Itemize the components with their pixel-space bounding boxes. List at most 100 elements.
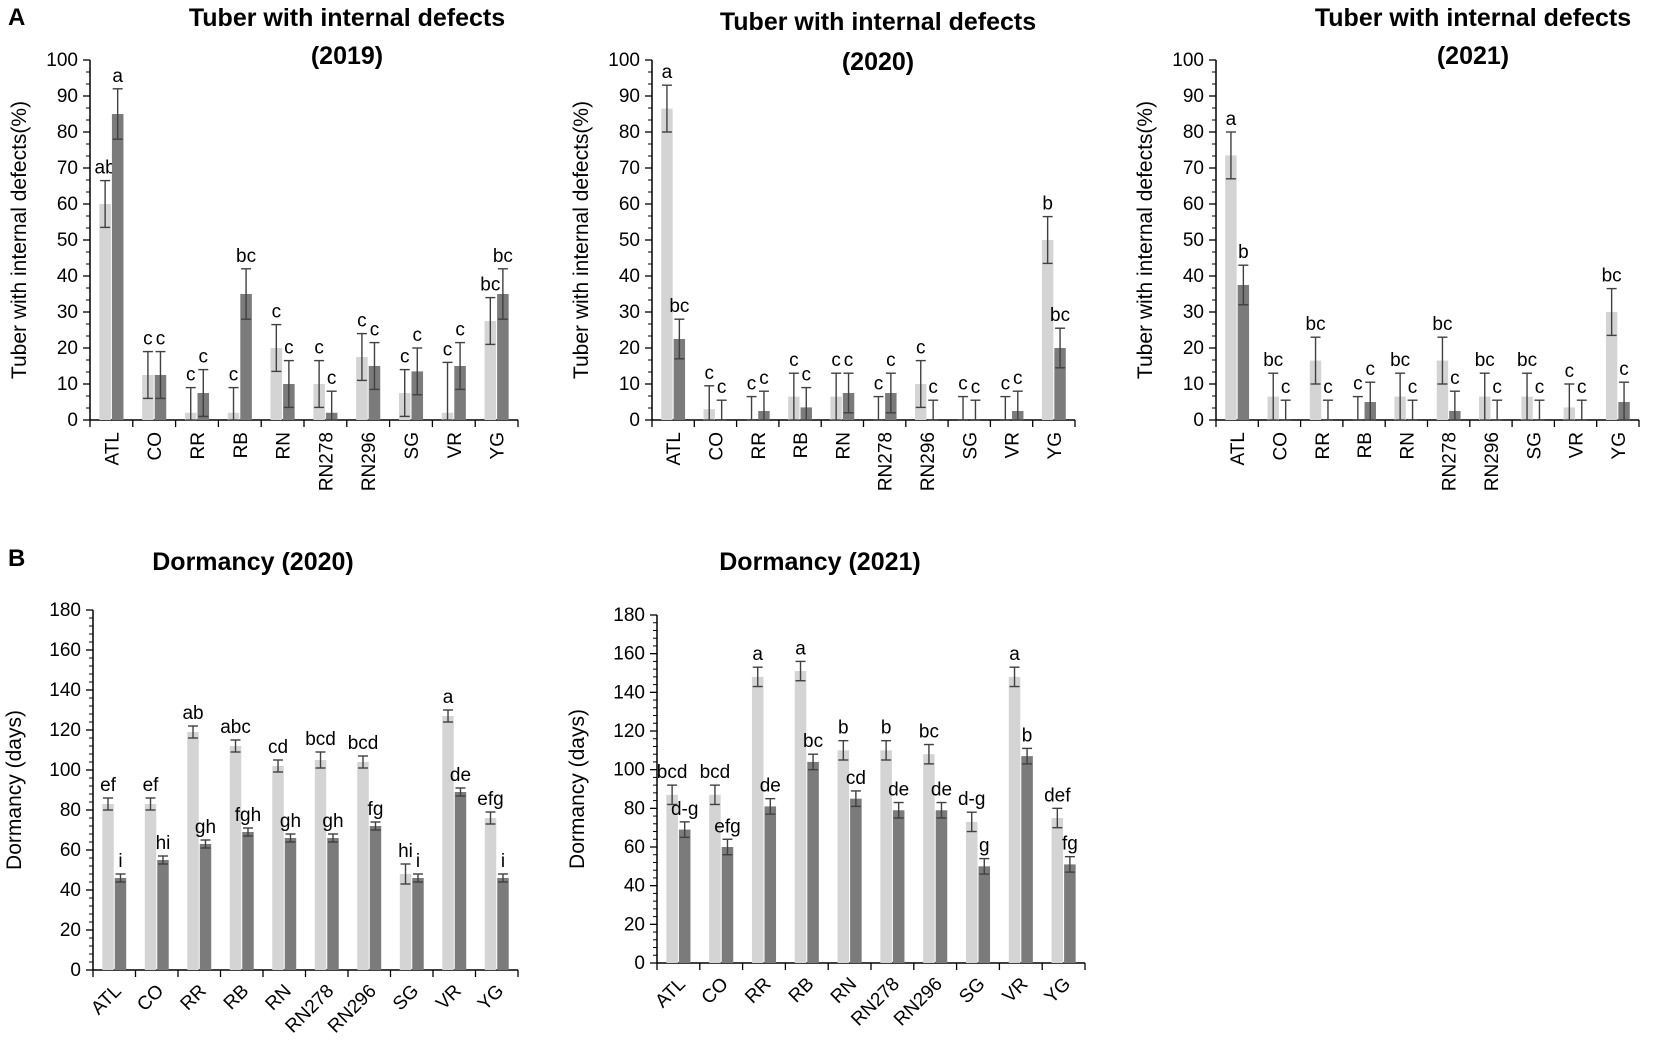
y-axis-label: Dormancy (days) <box>566 709 589 869</box>
significance-label: efg <box>714 816 740 837</box>
significance-label: c <box>1353 374 1363 395</box>
bar-series1 <box>270 348 283 420</box>
bar-series1 <box>356 357 368 420</box>
significance-label: c <box>327 368 337 389</box>
significance-label: a <box>1009 644 1020 665</box>
chart-title-line: Dormancy (2021) <box>719 548 920 576</box>
bar-series1 <box>357 762 369 970</box>
bar-series2 <box>412 878 424 970</box>
significance-label: bcd <box>700 762 731 783</box>
significance-label: a <box>752 644 763 665</box>
bar-series1 <box>1309 360 1322 420</box>
x-tick-label: CO <box>706 432 727 461</box>
bar-series2 <box>764 806 777 963</box>
bar-series1 <box>314 760 327 970</box>
y-tick-label: 20 <box>619 338 640 359</box>
significance-label: c <box>357 311 367 332</box>
bar-series2 <box>114 878 127 970</box>
significance-label: ef <box>143 775 160 796</box>
significance-label: gh <box>322 811 343 832</box>
x-tick-label: RN278 <box>876 432 897 491</box>
significance-label: ef <box>100 775 117 796</box>
y-tick-label: 70 <box>619 158 640 179</box>
bar-series1 <box>272 766 284 970</box>
bar-series2 <box>284 838 297 970</box>
significance-label: i <box>501 851 505 872</box>
significance-label: c <box>284 338 294 359</box>
bar-series1 <box>442 716 454 970</box>
significance-label: b <box>838 718 849 739</box>
y-tick-label: 20 <box>1183 338 1204 359</box>
significance-label: c <box>1450 368 1460 389</box>
y-tick-label: 140 <box>49 680 81 701</box>
bar-series1 <box>923 754 935 963</box>
bar-series1 <box>1605 312 1618 420</box>
significance-label: bc <box>480 275 500 296</box>
significance-label: c <box>802 365 812 386</box>
bar-series2 <box>497 878 509 970</box>
x-tick-label: ATL <box>102 432 123 465</box>
bar-series1 <box>661 108 673 420</box>
y-tick-label: 100 <box>49 760 81 781</box>
y-tick-label: 30 <box>1183 302 1204 323</box>
x-tick-label: RN296 <box>890 974 947 1031</box>
significance-label: c <box>443 339 453 360</box>
significance-label: bc <box>1263 350 1283 371</box>
x-tick-label: RN <box>833 432 854 459</box>
significance-label: c <box>874 374 884 395</box>
x-tick-label: VR <box>445 432 466 458</box>
y-tick-label: 80 <box>619 122 640 143</box>
significance-label: c <box>759 368 769 389</box>
x-tick-label: VR <box>999 974 1033 1008</box>
x-tick-label: RN296 <box>918 432 939 491</box>
significance-label: de <box>450 765 471 786</box>
chart-title-line: Tuber with internal defects <box>1315 4 1631 32</box>
y-tick-label: 100 <box>613 760 645 781</box>
x-tick-label: RN <box>262 981 296 1015</box>
y-tick-label: 40 <box>57 266 78 287</box>
significance-label: bc <box>1050 305 1070 326</box>
significance-label: c <box>789 350 799 371</box>
y-tick-label: 10 <box>57 374 78 395</box>
significance-label: a <box>662 62 673 83</box>
y-tick-label: 40 <box>1183 266 1204 287</box>
x-tick-label: YG <box>1041 974 1075 1008</box>
x-tick-label: SG <box>955 974 989 1008</box>
significance-label: gh <box>280 811 301 832</box>
bar-series1 <box>666 794 678 963</box>
y-tick-label: 160 <box>49 640 81 661</box>
x-tick-label: SG <box>960 432 981 459</box>
bar-series2 <box>1054 348 1066 420</box>
x-tick-label: RN <box>1397 432 1418 459</box>
y-tick-label: 60 <box>57 194 78 215</box>
bar-series1 <box>484 818 497 970</box>
x-tick-label: CO <box>1270 432 1291 461</box>
significance-label: c <box>156 329 166 350</box>
bar-series2 <box>199 844 212 970</box>
significance-label: c <box>831 350 841 371</box>
bar-series2 <box>807 761 819 963</box>
y-tick-label: 100 <box>1172 50 1204 71</box>
x-tick-label: RB <box>220 981 254 1015</box>
bar-series2 <box>111 114 124 420</box>
significance-label: bcd <box>348 733 379 754</box>
x-tick-label: RR <box>749 432 770 459</box>
bar-series2 <box>673 339 686 420</box>
significance-label: c <box>1492 377 1502 398</box>
panel-letter-b: B <box>8 545 26 572</box>
significance-label: de <box>760 776 781 797</box>
significance-label: c <box>229 365 239 386</box>
significance-label: bc <box>1390 350 1410 371</box>
chart-title-line: (2019) <box>311 42 383 70</box>
x-tick-label: RN296 <box>359 432 380 491</box>
x-tick-label: RN296 <box>1482 432 1503 491</box>
y-axis-label: Tuber with internal defects(%) <box>8 101 31 379</box>
x-tick-label: RB <box>785 974 819 1008</box>
bar-series2 <box>368 366 381 420</box>
x-tick-label: YG <box>474 981 508 1015</box>
bar-series2 <box>157 860 169 970</box>
chart-d2021: Dormancy (2021) Dormancy (days) 0 20 40 60 80 1… <box>566 548 1086 1031</box>
significance-label: i <box>118 851 122 872</box>
y-tick-label: 30 <box>619 302 640 323</box>
